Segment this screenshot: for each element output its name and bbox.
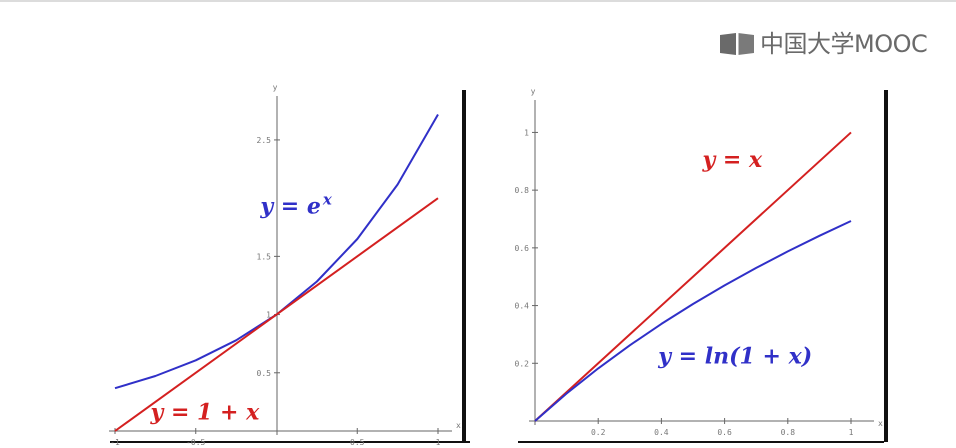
y-tick-label-ln: 0.6 [515, 244, 530, 253]
y-tick-label-exp: 2.5 [257, 136, 272, 145]
x-tick-label-ln: 0.8 [781, 428, 796, 437]
series-line-ln [534, 131, 852, 422]
book-icon [720, 33, 754, 55]
formula-label-exp: y = 1 + x [150, 399, 261, 425]
y-axis-label-ln: y [531, 87, 536, 96]
y-tick-label-ln: 0.8 [515, 186, 530, 195]
mooc-logo: 中国大学MOOC [718, 28, 928, 60]
x-tick-label-exp: 0.5 [350, 438, 365, 447]
series-line-exp [114, 197, 439, 432]
y-tick-label-exp: 1.5 [257, 252, 272, 261]
x-tick-label-ln: 0.4 [654, 428, 669, 437]
y-tick-label-ln: 0.2 [515, 359, 530, 368]
x-tick-label-exp: -0.5 [186, 438, 205, 447]
x-tick-label-ln: 1 [849, 428, 854, 437]
x-tick-label-ln: 0.6 [717, 428, 732, 437]
formula-label-ln: y = ln(1 + x) [657, 343, 812, 369]
x-tick-label-exp: 1 [436, 438, 441, 447]
y-tick-label-exp: 1 [266, 311, 271, 320]
y-tick-label-exp: 0.5 [257, 369, 272, 378]
x-axis-label-ln: x [878, 419, 883, 428]
y-tick-label-ln: 1 [524, 128, 529, 137]
chart-ln: y x 0.2 0.4 0.6 0.8 1 0.2 0.4 0.6 0.8 1 y = x y = ln(… [515, 87, 888, 443]
x-axis-label-exp: x [456, 421, 461, 430]
x-tick-label-exp: -1 [110, 438, 120, 447]
logo-text: 中国大学MOOC [760, 30, 928, 58]
x-tick-label-ln: 0.2 [591, 428, 606, 437]
y-axis-label-exp: y [273, 83, 278, 92]
y-tick-label-ln: 0.4 [515, 302, 530, 311]
series-line-ln [534, 220, 852, 422]
formula-label-ln: y = x [701, 147, 763, 173]
chart-exp: y x -1 -0.5 0.5 1 0.5 1 1.5 2.5 y = e x y = 1 + x [109, 83, 470, 447]
formula-superscript-exp: x [322, 190, 333, 208]
